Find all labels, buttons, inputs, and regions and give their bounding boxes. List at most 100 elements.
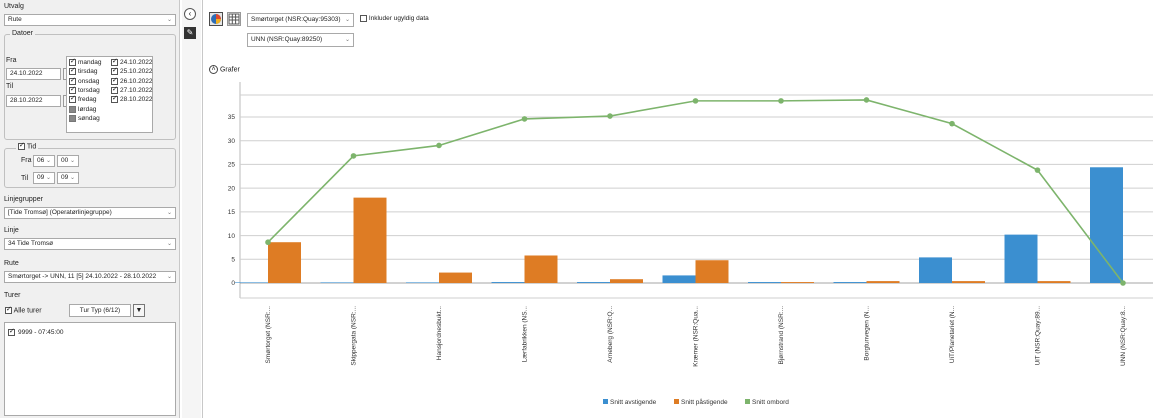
point-ombord bbox=[350, 153, 357, 159]
weekday-item[interactable]: søndag bbox=[69, 114, 100, 123]
grafer-label: Grafer bbox=[219, 66, 240, 74]
date-item-label: 27.10.2022 bbox=[120, 87, 153, 95]
tid-checkbox[interactable] bbox=[18, 141, 25, 150]
tid-til-minute-select[interactable]: 09 ⌄ bbox=[57, 172, 79, 184]
bar-avstigende bbox=[235, 282, 268, 283]
x-tick-label: Smørtorget (NSR:... bbox=[265, 306, 272, 364]
rute-select[interactable]: Smørtorget -> UNN, 11 [5] 24.10.2022 - 2… bbox=[4, 271, 176, 283]
weekday-item-checkbox[interactable] bbox=[69, 105, 76, 113]
linjegrupper-label: Linjegrupper bbox=[4, 196, 43, 203]
y-tick-label: 25 bbox=[228, 162, 236, 169]
chevron-down-icon: ⌄ bbox=[344, 37, 350, 43]
to-stop-select[interactable]: UNN (NSR:Quay:89250) ⌄ bbox=[247, 33, 354, 47]
legend-label: Snitt påstigende bbox=[681, 398, 728, 406]
point-ombord bbox=[436, 142, 442, 149]
date-item-checkbox[interactable] bbox=[111, 94, 118, 104]
tid-toggle[interactable]: Tid bbox=[16, 141, 39, 151]
trips-list: 9999 - 07:45:00 bbox=[4, 322, 176, 416]
tur-typ-button[interactable]: Tur Typ (6/12) bbox=[69, 304, 131, 317]
x-tick-label: Borgtunvegen (N... bbox=[864, 306, 871, 361]
linje-label: Linje bbox=[4, 227, 19, 234]
tid-til-hour-select[interactable]: 09 ⌄ bbox=[33, 172, 55, 184]
chevron-down-icon: ⌄ bbox=[166, 17, 172, 23]
trip-item[interactable]: 9999 - 07:45:00 bbox=[8, 327, 64, 337]
chevron-down-icon: ⌄ bbox=[45, 158, 51, 164]
y-tick-label: 20 bbox=[228, 185, 236, 192]
date-item-checkbox[interactable] bbox=[111, 66, 118, 76]
linjegrupper-value: [Tide Tromsø] (Operatørlinjegruppe) bbox=[8, 209, 112, 216]
tur-typ-dropdown[interactable]: ▼ bbox=[133, 304, 145, 317]
linje-select[interactable]: 34 Tide Tromsø ⌄ bbox=[4, 238, 176, 250]
trip-checkbox[interactable] bbox=[8, 327, 15, 336]
weekday-item-label: søndag bbox=[78, 115, 100, 123]
include-invalid-toggle[interactable]: Inkluder ugyldig data bbox=[360, 15, 429, 22]
x-tick-label: UiT/Planetariet (N... bbox=[949, 306, 956, 363]
y-tick-label: 10 bbox=[228, 233, 236, 240]
pie-chart-icon bbox=[211, 14, 221, 24]
weekday-item-checkbox[interactable] bbox=[69, 57, 76, 66]
from-stop-value: Smørtorget (NSR:Quay:95303) bbox=[251, 16, 341, 23]
x-tick-label: Kræmer (NSR:Qua... bbox=[693, 306, 700, 367]
from-stop-select[interactable]: Smørtorget (NSR:Quay:95303) ⌄ bbox=[247, 13, 354, 27]
weekday-item-label: fredag bbox=[78, 96, 97, 104]
weekday-item-label: tirsdag bbox=[78, 68, 98, 76]
date-item-checkbox[interactable] bbox=[111, 57, 118, 66]
bar-avstigende bbox=[406, 282, 439, 283]
x-tick-label: Skippergata (NSR:... bbox=[351, 306, 358, 366]
turer-label: Turer bbox=[4, 292, 21, 299]
weekday-item-checkbox[interactable] bbox=[69, 66, 76, 76]
bar-pastigende bbox=[866, 281, 900, 283]
weekday-item-checkbox[interactable] bbox=[69, 85, 76, 94]
bar-avstigende bbox=[577, 282, 610, 283]
sidebar-control-strip bbox=[182, 0, 201, 418]
weekday-item-checkbox[interactable] bbox=[69, 76, 76, 85]
point-ombord bbox=[607, 113, 613, 119]
legend-swatch bbox=[745, 399, 750, 404]
date-item-label: 25.10.2022 bbox=[120, 68, 153, 76]
weekday-item-label: torsdag bbox=[78, 87, 100, 95]
caret-down-icon: ▼ bbox=[135, 307, 143, 314]
date-item-checkbox[interactable] bbox=[111, 85, 118, 94]
alle-turer-toggle[interactable]: Alle turer bbox=[5, 305, 42, 314]
weekday-item[interactable]: fredag bbox=[69, 94, 97, 104]
pin-icon[interactable]: ✎ bbox=[184, 27, 196, 39]
include-invalid-checkbox[interactable] bbox=[360, 15, 367, 22]
bar-avstigende bbox=[833, 282, 867, 283]
weekday-item-checkbox[interactable] bbox=[69, 94, 76, 104]
tid-til-label: Til bbox=[21, 175, 29, 182]
tid-fra-hour-select[interactable]: 06 ⌄ bbox=[33, 155, 55, 167]
x-tick-label: Hansjordnesbukt... bbox=[436, 306, 443, 360]
chart-view-button[interactable] bbox=[209, 12, 223, 26]
y-tick-label: 5 bbox=[231, 256, 235, 263]
fra-label: Fra bbox=[6, 57, 17, 64]
fra-date-picker[interactable]: 24.10.2022 bbox=[6, 68, 61, 80]
point-ombord bbox=[521, 116, 528, 122]
bar-avstigende bbox=[748, 282, 781, 283]
chevron-down-icon: ⌄ bbox=[344, 17, 350, 23]
grafer-toggle[interactable]: ˄ Grafer bbox=[209, 65, 240, 74]
utvalg-select[interactable]: Rute ⌄ bbox=[4, 14, 176, 26]
bar-avstigende bbox=[662, 275, 696, 283]
include-invalid-label: Inkluder ugyldig data bbox=[368, 15, 429, 23]
date-item-label: 26.10.2022 bbox=[120, 77, 153, 85]
linjegrupper-select[interactable]: [Tide Tromsø] (Operatørlinjegruppe) ⌄ bbox=[4, 207, 176, 219]
trip-label: 9999 - 07:45:00 bbox=[18, 329, 64, 337]
table-view-button[interactable] bbox=[227, 12, 241, 26]
collapse-sidebar-icon[interactable]: ‹ bbox=[184, 8, 196, 20]
tid-fra-minute-select[interactable]: 00 ⌄ bbox=[57, 155, 79, 167]
legend-label: Snitt avstigende bbox=[610, 399, 657, 406]
alle-turer-checkbox[interactable] bbox=[5, 305, 12, 314]
bar-avstigende bbox=[919, 257, 952, 283]
utvalg-label: Utvalg bbox=[4, 3, 24, 10]
til-date-picker[interactable]: 28.10.2022 bbox=[6, 95, 61, 107]
weekday-item-checkbox[interactable] bbox=[69, 114, 76, 122]
tur-typ-label: Tur Typ (6/12) bbox=[79, 307, 121, 314]
date-item[interactable]: 28.10.2022 bbox=[111, 94, 153, 104]
weekday-item[interactable]: lørdag bbox=[69, 105, 96, 114]
tid-fra-minute-value: 00 bbox=[61, 157, 69, 164]
x-tick-label: Lærfabrikken (NS... bbox=[522, 306, 529, 363]
date-item-checkbox[interactable] bbox=[111, 76, 118, 85]
bar-pastigende bbox=[952, 281, 985, 283]
bar-pastigende bbox=[781, 282, 814, 283]
chevron-down-icon: ⌄ bbox=[166, 210, 172, 216]
